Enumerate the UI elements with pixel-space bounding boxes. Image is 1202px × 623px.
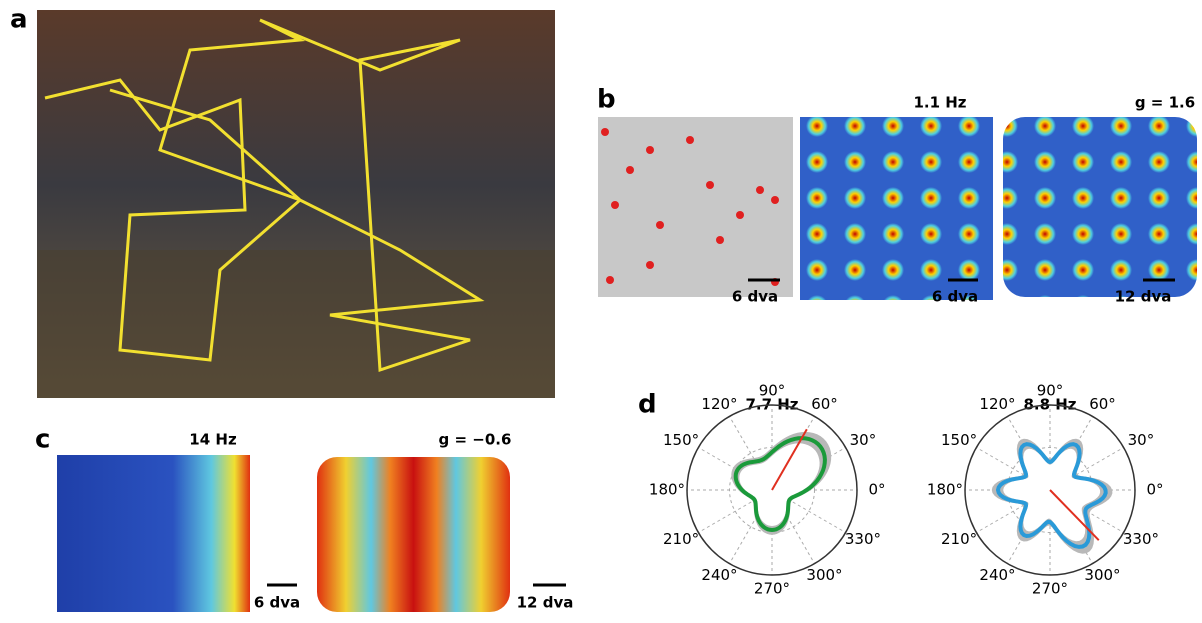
angle-label: 270° (754, 580, 790, 598)
angle-label: 90° (759, 382, 786, 400)
angle-label: 330° (1123, 530, 1159, 548)
angle-label: 150° (663, 431, 699, 449)
angle-label: 180° (927, 481, 963, 499)
angle-label: 120° (701, 395, 737, 413)
scale-label: 6 dva (254, 594, 300, 612)
scale-label: 6 dva (732, 288, 778, 306)
map-title: g = −0.6 (439, 431, 512, 449)
street (37, 250, 555, 398)
angle-label: 300° (806, 566, 842, 584)
rate-map (800, 117, 993, 300)
angle-label: 180° (649, 481, 685, 499)
angle-label: 240° (701, 566, 737, 584)
angle-label: 210° (941, 530, 977, 548)
panel-label: c (35, 425, 50, 455)
angle-label: 240° (979, 566, 1015, 584)
trajectory-map (598, 117, 793, 297)
panel-label: a (10, 5, 28, 35)
autocorrelation-map (1003, 117, 1197, 297)
rate-map (57, 455, 250, 612)
figure: a b 1.1 Hz g = 1.6 6 dva 6 dva 12 dva c … (0, 0, 1202, 623)
panel-label: b (597, 85, 616, 115)
map-title: 1.1 Hz (913, 94, 966, 112)
angle-label: 330° (845, 530, 881, 548)
angle-label: 60° (811, 395, 838, 413)
angle-label: 0° (1146, 481, 1163, 499)
angle-label: 300° (1084, 566, 1120, 584)
angle-label: 30° (1128, 431, 1155, 449)
scale-label: 12 dva (1115, 288, 1172, 306)
angle-label: 0° (868, 481, 885, 499)
panel-label: d (638, 390, 657, 420)
map-title: 14 Hz (189, 431, 237, 449)
angle-label: 150° (941, 431, 977, 449)
angle-label: 120° (979, 395, 1015, 413)
angle-label: 270° (1032, 580, 1068, 598)
map-title: g = 1.6 (1135, 94, 1195, 112)
autocorrelation-map (317, 457, 510, 612)
angle-label: 30° (850, 431, 877, 449)
scale-label: 6 dva (932, 288, 978, 306)
scale-label: 12 dva (517, 594, 574, 612)
angle-label: 210° (663, 530, 699, 548)
angle-label: 60° (1089, 395, 1116, 413)
angle-label: 90° (1037, 382, 1064, 400)
